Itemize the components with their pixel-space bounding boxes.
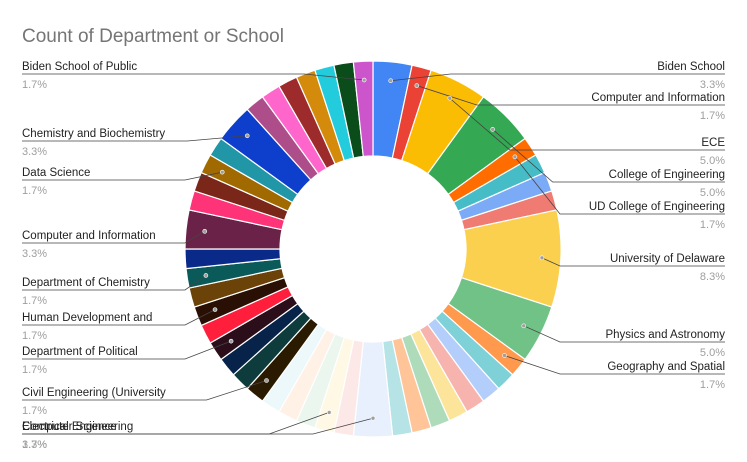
slice-label-computer-and-information: Computer and Information	[591, 92, 725, 104]
leader-line-university-of-delaware	[541, 257, 725, 267]
chart-title: Count of Department or School	[22, 26, 284, 47]
slice-percent-chemistry-and-biochemistry: 3.3%	[22, 146, 47, 158]
leader-dot-data-science	[219, 169, 225, 175]
leader-dot-ece	[447, 95, 453, 101]
leader-line-ece	[449, 97, 725, 151]
slice-percent-electrical-engineering: 1.7%	[22, 439, 47, 451]
slice-percent-computer-and-information: 1.7%	[700, 110, 725, 122]
leader-line-data-science	[22, 171, 223, 181]
label-leader-lines	[22, 73, 725, 435]
slice-label-department-of-political: Department of Political	[22, 346, 138, 358]
slice-percent-biden-school-of-public: 1.7%	[22, 79, 47, 91]
slice-percent-university-of-delaware: 8.3%	[700, 271, 725, 283]
leader-dot-computer-and-information	[414, 83, 420, 88]
leader-dot-university-of-delaware	[539, 255, 545, 261]
leader-line-college-of-engineering	[492, 129, 725, 183]
slice-percent-physics-and-astronomy: 5.0%	[700, 347, 725, 359]
slice-label-electrical-engineering: Electrical Engineering	[22, 421, 133, 433]
slice-label-physics-and-astronomy: Physics and Astronomy	[605, 329, 725, 341]
slice-label-geography-and-spatial: Geography and Spatial	[607, 361, 725, 373]
slice-label-ece: ECE	[701, 137, 725, 149]
leader-dot-human-development-and	[212, 307, 218, 312]
leader-line-department-of-chemistry	[22, 275, 207, 291]
slice-label-civil-engineering-university: Civil Engineering (University	[22, 387, 166, 399]
slice-percent-computer-and-information: 3.3%	[22, 248, 47, 260]
leader-line-ud-college-of-engineering	[514, 156, 725, 215]
slice-percent-civil-engineering-university: 1.7%	[22, 405, 47, 417]
slice-label-biden-school: Biden School	[657, 61, 725, 73]
slice-label-computer-and-information: Computer and Information	[22, 230, 156, 242]
leader-dot-chemistry-and-biochemistry	[244, 133, 250, 139]
slice-percent-human-development-and: 1.7%	[22, 330, 47, 342]
leader-line-computer-science	[22, 417, 374, 435]
slice-percent-biden-school: 3.3%	[700, 79, 725, 91]
slice-label-data-science: Data Science	[22, 167, 90, 179]
slice-label-university-of-delaware: University of Delaware	[610, 253, 725, 265]
leader-line-computer-and-information	[22, 230, 205, 244]
slice-percent-ud-college-of-engineering: 1.7%	[700, 219, 725, 231]
leader-dot-geography-and-spatial	[502, 353, 507, 358]
leader-dot-electrical-engineering	[326, 410, 332, 415]
slice-percent-computer-science: 3.3%	[22, 439, 47, 451]
leader-line-geography-and-spatial	[504, 355, 725, 375]
leader-dot-biden-school	[388, 78, 393, 84]
slice-label-department-of-chemistry: Department of Chemistry	[22, 277, 150, 289]
leader-line-physics-and-astronomy	[523, 325, 725, 343]
leader-line-chemistry-and-biochemistry	[22, 135, 248, 142]
leader-line-human-development-and	[22, 309, 216, 326]
leader-dot-college-of-engineering	[490, 127, 495, 132]
leader-dot-department-of-chemistry	[203, 273, 209, 278]
slice-label-college-of-engineering: College of Engineering	[609, 169, 725, 181]
leader-dot-department-of-political	[228, 338, 234, 344]
leader-line-biden-school	[390, 73, 725, 82]
leader-line-computer-and-information	[416, 85, 725, 106]
slice-percent-ece: 5.0%	[700, 155, 725, 167]
slice-percent-college-of-engineering: 5.0%	[700, 187, 725, 199]
leader-dot-computer-and-information	[202, 229, 208, 234]
leader-line-civil-engineering-university	[22, 380, 267, 401]
slice-percent-department-of-political: 1.7%	[22, 364, 47, 376]
leader-dot-biden-school-of-public	[361, 77, 367, 83]
donut-slices	[184, 60, 562, 438]
slice-label-ud-college-of-engineering: UD College of Engineering	[589, 201, 725, 213]
slice-label-human-development-and: Human Development and	[22, 312, 152, 324]
slice-45-biden-school-of-public[interactable]	[352, 60, 374, 158]
slice-percent-data-science: 1.7%	[22, 185, 47, 197]
slice-percent-geography-and-spatial: 1.7%	[700, 379, 725, 391]
slice-label-computer-science: Computer Science	[22, 421, 117, 433]
slice-percent-department-of-chemistry: 1.7%	[22, 295, 47, 307]
leader-line-department-of-political	[22, 340, 232, 360]
slice-label-biden-school-of-public: Biden School of Public	[22, 61, 137, 73]
leader-line-biden-school-of-public	[22, 73, 365, 81]
leader-dot-physics-and-astronomy	[521, 323, 527, 329]
leader-dot-computer-science	[370, 415, 376, 421]
leader-dot-ud-college-of-engineering	[512, 154, 518, 160]
slice-label-chemistry-and-biochemistry: Chemistry and Biochemistry	[22, 128, 165, 140]
leader-dot-civil-engineering-university	[264, 378, 269, 383]
